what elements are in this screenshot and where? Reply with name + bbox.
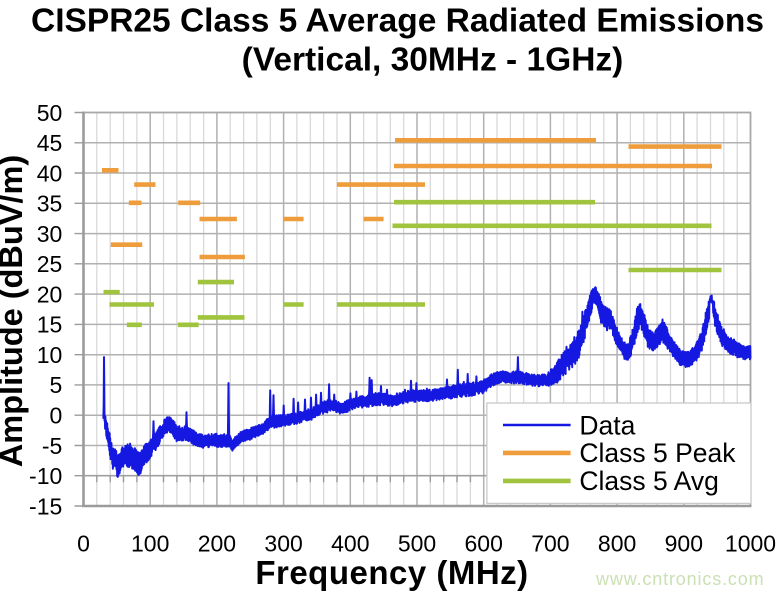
svg-text:-5: -5 [42,433,62,459]
svg-text:35: 35 [37,191,63,217]
svg-text:20: 20 [37,281,63,307]
svg-text:500: 500 [398,530,436,556]
svg-text:-15: -15 [29,493,62,519]
svg-text:900: 900 [665,530,703,556]
svg-text:600: 600 [465,530,503,556]
svg-text:-10: -10 [29,463,62,489]
svg-text:45: 45 [37,130,63,156]
svg-text:15: 15 [37,312,63,338]
svg-text:Frequency (MHz): Frequency (MHz) [255,554,528,591]
svg-text:300: 300 [264,530,302,556]
svg-text:40: 40 [37,160,63,186]
svg-text:200: 200 [198,530,236,556]
svg-text:Data: Data [579,410,635,440]
svg-text:50: 50 [37,100,63,126]
svg-text:CISPR25 Class 5 Average Radiat: CISPR25 Class 5 Average Radiated Emissio… [31,3,764,40]
svg-text:800: 800 [598,530,636,556]
svg-text:100: 100 [131,530,169,556]
svg-text:10: 10 [37,342,63,368]
svg-text:www.cntronics.com: www.cntronics.com [595,569,765,589]
svg-text:1000: 1000 [725,530,776,556]
svg-text:(Vertical, 30MHz - 1GHz): (Vertical, 30MHz - 1GHz) [242,41,624,78]
svg-text:Amplitude (dBuV/m): Amplitude (dBuV/m) [0,155,29,467]
svg-text:400: 400 [331,530,369,556]
svg-text:5: 5 [50,372,63,398]
svg-text:30: 30 [37,221,63,247]
svg-text:Class 5 Avg: Class 5 Avg [579,466,718,496]
svg-text:700: 700 [531,530,569,556]
svg-text:0: 0 [50,403,63,429]
svg-text:Class 5 Peak: Class 5 Peak [579,438,736,468]
svg-text:0: 0 [77,530,90,556]
svg-text:25: 25 [37,251,63,277]
